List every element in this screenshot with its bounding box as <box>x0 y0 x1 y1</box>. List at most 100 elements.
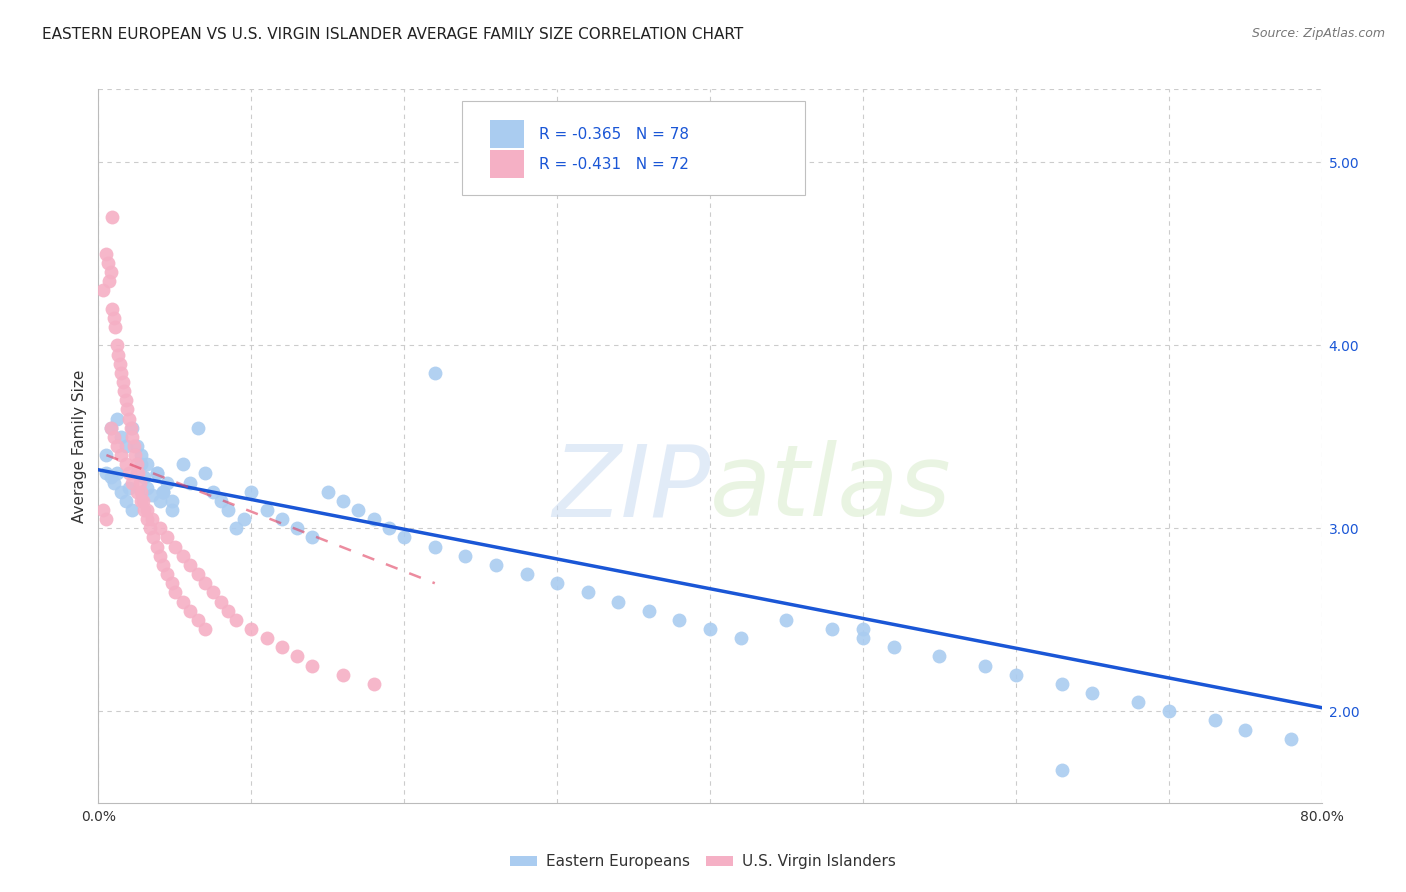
Point <box>516 567 538 582</box>
Point <box>1204 714 1226 728</box>
Point <box>217 503 239 517</box>
Point <box>217 604 239 618</box>
Point <box>110 484 132 499</box>
Point <box>129 484 152 499</box>
Point <box>100 265 122 279</box>
Point <box>111 375 134 389</box>
Point <box>129 448 152 462</box>
Point <box>363 512 385 526</box>
Point <box>202 484 225 499</box>
Point <box>270 640 292 655</box>
Point <box>423 540 446 554</box>
Point <box>152 484 174 499</box>
Point <box>141 512 163 526</box>
Point <box>101 301 124 316</box>
Point <box>576 585 599 599</box>
Point <box>149 549 172 563</box>
Point <box>125 439 148 453</box>
Point <box>821 622 844 636</box>
Point <box>105 338 128 352</box>
Point <box>852 631 875 645</box>
Point <box>149 521 172 535</box>
Point <box>134 470 156 484</box>
Point <box>209 594 232 608</box>
Point <box>97 256 120 270</box>
FancyBboxPatch shape <box>489 120 524 148</box>
Point <box>94 448 117 462</box>
Text: R = -0.431   N = 72: R = -0.431 N = 72 <box>538 157 689 171</box>
Point <box>225 613 247 627</box>
Point <box>152 484 174 499</box>
Point <box>125 458 148 472</box>
Point <box>423 366 446 380</box>
Point <box>103 475 125 490</box>
Point <box>110 366 132 380</box>
Point <box>139 521 162 535</box>
Point <box>125 484 148 499</box>
Text: atlas: atlas <box>710 441 952 537</box>
Point <box>136 512 159 526</box>
Point <box>607 594 630 608</box>
Point <box>160 576 183 591</box>
Point <box>108 357 131 371</box>
Point <box>120 420 142 434</box>
Point <box>121 430 143 444</box>
Point <box>128 475 150 490</box>
Point <box>392 531 416 545</box>
Point <box>115 458 138 472</box>
Point <box>118 467 141 481</box>
Point <box>187 567 209 582</box>
Point <box>121 420 143 434</box>
Point <box>699 622 721 636</box>
Point <box>136 458 159 472</box>
Point <box>347 503 370 517</box>
Point <box>129 458 152 472</box>
Point <box>485 558 508 572</box>
Point <box>285 649 308 664</box>
Point <box>124 448 146 462</box>
Point <box>637 604 661 618</box>
Point <box>91 503 114 517</box>
Point <box>115 393 138 408</box>
Point <box>974 658 997 673</box>
Point <box>156 531 179 545</box>
Point <box>1279 731 1302 746</box>
Point <box>107 347 129 361</box>
Point <box>285 521 308 535</box>
Point <box>172 549 194 563</box>
Point <box>546 576 568 591</box>
Point <box>163 585 186 599</box>
Point <box>187 420 209 434</box>
Point <box>136 503 159 517</box>
Point <box>100 420 122 434</box>
Point <box>240 484 263 499</box>
Point <box>141 488 163 502</box>
Point <box>121 503 143 517</box>
Point <box>125 467 148 481</box>
Point <box>883 640 905 655</box>
Point <box>240 622 263 636</box>
Point <box>301 531 323 545</box>
Point <box>194 622 217 636</box>
Point <box>172 594 194 608</box>
Point <box>172 458 194 472</box>
Point <box>129 494 152 508</box>
Point <box>117 402 139 417</box>
Point <box>136 481 159 495</box>
Point <box>94 467 117 481</box>
Point <box>668 613 690 627</box>
Point <box>132 494 155 508</box>
Point <box>928 649 950 664</box>
Point <box>1128 695 1150 709</box>
Point <box>454 549 477 563</box>
Point <box>156 567 179 582</box>
Point <box>118 411 141 425</box>
Point <box>156 475 179 490</box>
Point <box>91 284 114 298</box>
Point <box>232 512 254 526</box>
Point <box>202 585 225 599</box>
Point <box>332 494 354 508</box>
Point <box>775 613 797 627</box>
Point <box>134 503 156 517</box>
Point <box>730 631 752 645</box>
